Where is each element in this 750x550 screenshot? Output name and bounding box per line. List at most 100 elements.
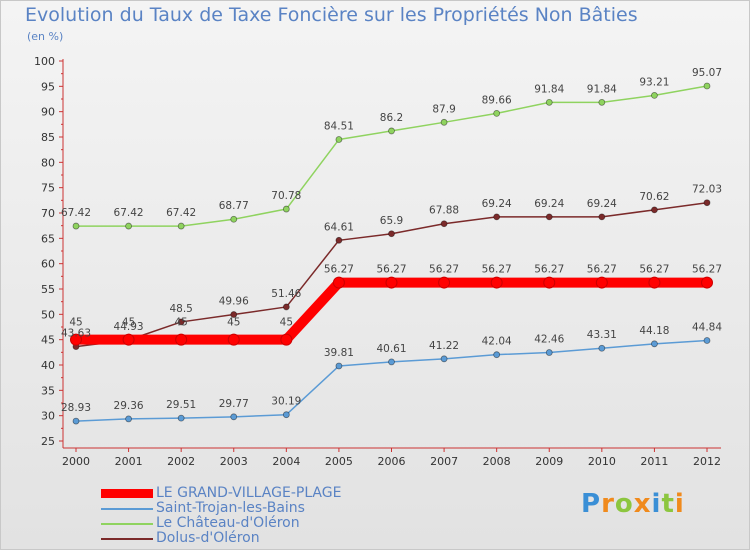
data-label: 67.42 [61,207,91,219]
data-point [701,276,713,289]
data-label: 84.51 [324,120,354,132]
data-point [598,213,606,221]
data-label: 48.5 [169,303,192,315]
y-tick-label: 100 [34,55,55,68]
y-tick-label: 25 [41,435,55,448]
logo-letter: r [601,489,615,519]
data-label: 51.46 [271,288,301,300]
data-label: 29.51 [166,399,196,411]
logo-letter: i [651,489,662,519]
data-point [493,109,501,117]
data-point [388,358,395,366]
data-label: 40.61 [376,343,406,355]
data-point [282,205,290,213]
x-tick-label: 2009 [535,455,563,468]
data-point [332,276,345,289]
data-point [438,276,451,289]
logo-letter: P [581,489,602,519]
data-point [388,230,395,238]
y-tick-label: 80 [41,156,55,169]
data-point [72,222,80,230]
data-point [125,222,132,230]
data-label: 45 [280,317,293,329]
data-point [335,236,343,244]
data-label: 44.93 [114,321,144,333]
y-tick-label: 75 [41,182,55,195]
legend-swatch [101,538,153,540]
data-label: 67.88 [429,205,459,217]
data-label: 29.77 [219,398,249,410]
data-point [545,98,553,106]
data-label: 68.77 [219,200,249,212]
data-label: 67.42 [166,207,196,219]
proxiti-logo: Proxiti [581,489,685,519]
data-label: 29.36 [114,400,144,412]
data-point [177,318,185,326]
data-label: 28.93 [61,402,91,414]
data-point [230,413,238,421]
data-point [440,220,448,228]
logo-letter: o [614,489,634,519]
data-label: 87.9 [432,103,455,115]
y-tick-label: 65 [41,232,55,245]
data-point [440,118,448,126]
data-point [335,136,343,143]
data-label: 93.21 [639,76,669,88]
y-tick-label: 35 [41,384,55,397]
chart-subtitle: (en %) [27,30,64,43]
data-label: 64.61 [324,221,354,233]
x-tick-label: 2010 [588,455,616,468]
y-tick-label: 70 [41,207,55,220]
data-label: 91.84 [587,83,617,95]
y-tick-label: 85 [41,131,55,144]
data-label: 45 [122,317,135,329]
data-point [280,333,293,346]
data-label: 42.04 [482,336,512,348]
data-point [651,206,658,214]
data-point [545,349,553,356]
data-point [598,98,606,106]
data-point [703,82,711,90]
data-point [545,213,553,221]
data-point [282,303,290,311]
data-label: 44.18 [639,325,669,337]
data-label: 70.62 [639,191,669,203]
y-tick-label: 95 [41,80,55,93]
data-point [177,222,185,230]
legend-label: Le Château-d'Oléron [156,515,300,531]
data-label: 42.46 [534,334,564,346]
data-point [703,199,711,207]
legend-swatch [101,489,153,498]
data-label: 39.81 [324,347,354,359]
data-label: 70.78 [271,190,301,202]
chart-title: Evolution du Taux de Taxe Foncière sur l… [25,4,638,26]
x-tick-label: 2012 [693,455,721,468]
data-label: 41.22 [429,340,459,352]
data-label: 69.24 [482,198,512,210]
data-point [651,92,658,99]
x-tick-label: 2000 [62,455,90,468]
data-label: 91.84 [534,83,564,95]
data-label: 56.27 [639,264,669,276]
data-label: 56.27 [587,264,617,276]
y-tick-label: 60 [41,258,55,271]
data-label: 43.63 [61,328,91,340]
data-point [493,351,501,359]
legend-label: Saint-Trojan-les-Bains [156,500,305,516]
data-label: 67.42 [114,207,144,219]
data-label: 89.66 [482,94,512,106]
data-point [175,333,188,346]
logo-letter: t [661,489,675,519]
data-point [72,417,80,425]
x-tick-label: 2004 [272,455,300,468]
data-label: 56.27 [376,264,406,276]
data-label: 43.31 [587,329,617,341]
data-label: 45 [174,317,187,329]
data-label: 72.03 [692,184,722,196]
legend-label: Dolus-d'Oléron [156,530,260,546]
data-label: 49.96 [219,296,249,308]
legend-swatch [101,508,153,510]
data-point [70,333,82,346]
y-tick-label: 45 [41,334,55,347]
